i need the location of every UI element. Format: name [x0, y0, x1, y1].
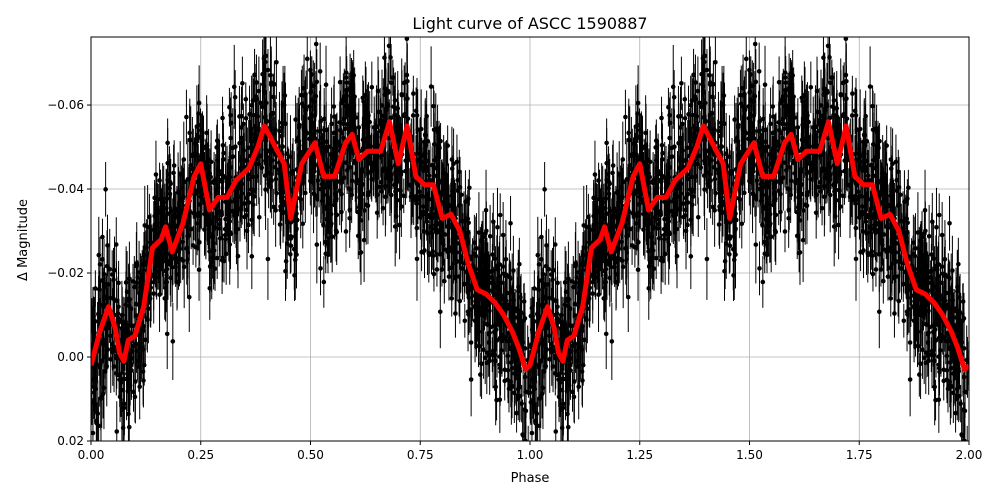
point-marker — [761, 280, 766, 285]
point-marker — [956, 262, 961, 267]
point-marker — [300, 221, 305, 226]
point-marker — [315, 242, 320, 247]
data-point — [672, 70, 677, 124]
point-marker — [233, 95, 238, 100]
point-marker — [763, 82, 768, 87]
point-marker — [508, 221, 513, 226]
point-marker — [809, 85, 814, 90]
data-point — [508, 196, 513, 251]
point-marker — [947, 221, 952, 226]
point-marker — [866, 173, 871, 178]
point-marker — [934, 225, 939, 230]
point-marker — [165, 332, 170, 337]
point-marker — [604, 332, 609, 337]
point-marker — [95, 411, 100, 416]
point-marker — [249, 103, 254, 108]
point-marker — [477, 230, 482, 235]
data-point — [257, 197, 262, 236]
data-point — [897, 278, 902, 323]
point-marker — [796, 125, 801, 130]
point-marker — [660, 157, 665, 162]
data-point — [696, 197, 701, 236]
point-marker — [534, 411, 539, 416]
point-marker — [789, 179, 794, 184]
data-point — [753, 19, 758, 69]
point-marker — [672, 95, 677, 100]
point-marker — [197, 101, 202, 106]
data-point — [240, 57, 245, 110]
point-marker — [897, 299, 902, 304]
point-marker — [221, 157, 226, 162]
data-point — [314, 19, 319, 69]
point-marker — [783, 229, 788, 234]
point-marker — [393, 224, 398, 229]
point-marker — [240, 81, 245, 86]
point-marker — [212, 248, 217, 253]
data-point — [610, 303, 615, 380]
point-marker — [485, 350, 490, 355]
point-marker — [370, 85, 375, 90]
point-marker — [171, 339, 176, 344]
point-marker — [458, 299, 463, 304]
point-marker — [427, 173, 432, 178]
point-marker — [612, 256, 617, 261]
point-marker — [832, 224, 837, 229]
point-marker — [495, 225, 500, 230]
point-marker — [754, 242, 759, 247]
data-point — [679, 57, 684, 110]
data-point — [458, 278, 463, 323]
point-marker — [357, 125, 362, 130]
point-marker — [679, 81, 684, 86]
point-marker — [344, 229, 349, 234]
data-point — [344, 211, 349, 253]
point-marker — [314, 42, 319, 47]
point-marker — [651, 248, 656, 253]
point-marker — [858, 127, 863, 132]
point-marker — [324, 82, 329, 87]
point-marker — [947, 276, 952, 281]
point-marker — [739, 221, 744, 226]
data-point — [233, 70, 238, 124]
point-marker — [881, 279, 886, 284]
point-marker — [916, 230, 921, 235]
data-point — [315, 206, 320, 284]
point-marker — [636, 101, 641, 106]
data-point — [947, 196, 952, 251]
data-point — [220, 97, 225, 140]
point-marker — [688, 103, 693, 108]
point-marker — [877, 309, 882, 314]
point-marker — [173, 256, 178, 261]
point-marker — [415, 257, 420, 262]
point-marker — [120, 313, 125, 318]
data-point — [783, 211, 788, 253]
point-marker — [696, 215, 701, 220]
point-marker — [442, 279, 447, 284]
data-point — [659, 97, 664, 140]
point-marker — [854, 257, 859, 262]
point-marker — [659, 116, 664, 121]
point-marker — [753, 42, 758, 47]
point-marker — [257, 215, 262, 220]
point-marker — [559, 313, 564, 318]
point-marker — [350, 179, 355, 184]
point-marker — [438, 309, 443, 314]
point-marker — [517, 262, 522, 267]
point-marker — [322, 280, 327, 285]
point-marker — [419, 127, 424, 132]
data-point — [171, 303, 176, 380]
data-point — [754, 206, 759, 284]
point-marker — [220, 116, 225, 121]
point-marker — [610, 339, 615, 344]
point-marker — [508, 276, 513, 281]
point-marker — [924, 350, 929, 355]
